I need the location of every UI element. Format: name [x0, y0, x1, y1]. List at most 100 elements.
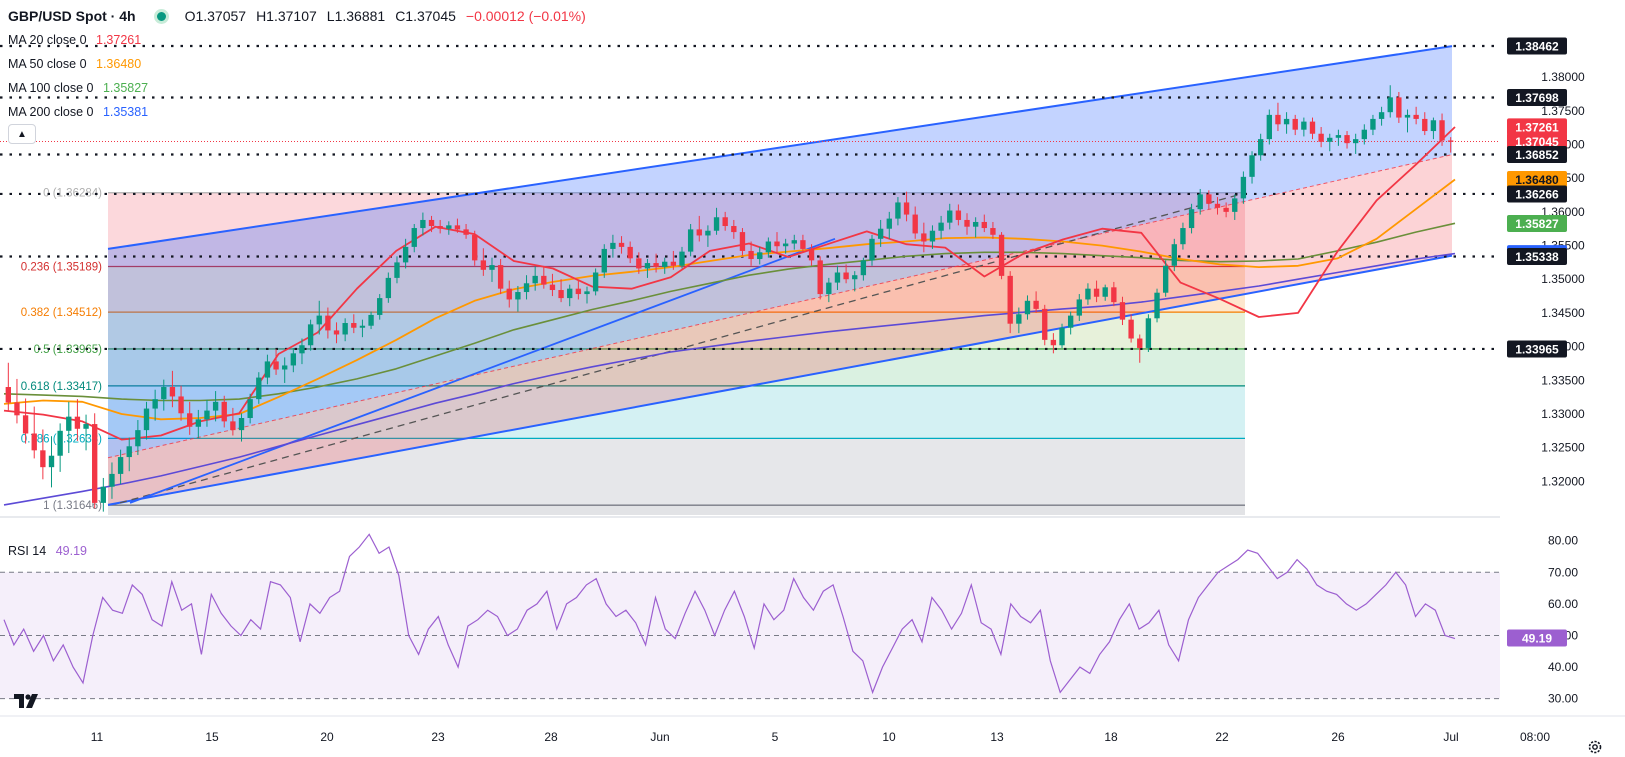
candle — [342, 318, 348, 342]
price-tag-bg — [1507, 37, 1567, 55]
ma100-legend[interactable]: MA 100 close 0 1.35827 — [8, 81, 148, 95]
price-tag-label: 1.37698 — [1515, 91, 1559, 105]
candle-body — [532, 275, 538, 284]
price-tag-bg — [1507, 185, 1567, 203]
candle-body — [1188, 209, 1195, 229]
price-tick: 1.37500 — [1541, 104, 1585, 118]
candle-body — [1102, 287, 1108, 297]
candle-body — [808, 248, 815, 261]
tradingview-logo[interactable] — [12, 690, 40, 712]
candle-body — [782, 243, 789, 247]
candle — [515, 285, 521, 312]
price-tick: 1.32500 — [1541, 441, 1585, 455]
rsi-legend[interactable]: RSI 14 49.19 — [8, 544, 87, 558]
ohlc-close: C1.37045 — [395, 8, 456, 24]
candle — [204, 399, 210, 427]
candle-body — [592, 272, 599, 292]
price-tag-label: 1.36266 — [1515, 187, 1559, 201]
rsi-line — [3, 533, 1456, 695]
candle-body — [921, 233, 927, 242]
candle-body — [1033, 300, 1039, 309]
candle — [1387, 85, 1393, 118]
candle — [454, 218, 461, 233]
candle — [826, 277, 832, 303]
candle-body — [558, 290, 564, 299]
candle-body — [739, 232, 746, 251]
candle-body — [31, 433, 37, 451]
horizontal-levels — [0, 44, 1500, 351]
candle-body — [1085, 288, 1091, 300]
price-tick: 1.33500 — [1541, 373, 1585, 387]
ohlc-change: −0.00012 (−0.01%) — [465, 8, 586, 24]
candle-body — [273, 361, 279, 370]
time-tick: 23 — [431, 730, 445, 744]
candle — [1145, 314, 1152, 352]
candle — [696, 215, 702, 242]
ma20-value: 1.37261 — [96, 33, 142, 47]
candle — [653, 253, 659, 273]
price-tag-label: 1.38462 — [1515, 40, 1559, 54]
candle — [1085, 283, 1091, 305]
candle — [610, 234, 616, 258]
candle-body — [368, 314, 374, 326]
ma50-legend[interactable]: MA 50 close 0 1.36480 — [8, 57, 141, 71]
candle-body — [325, 315, 331, 331]
candle-body — [420, 219, 426, 229]
ma100-line — [3, 222, 1456, 402]
price-tick: 1.33000 — [1541, 407, 1585, 421]
symbol-title[interactable]: GBP/USD Spot · 4h — [8, 8, 136, 24]
gear-icon[interactable] — [1587, 739, 1603, 755]
candle-body — [575, 288, 582, 295]
candle — [929, 225, 936, 249]
candle — [195, 409, 202, 439]
candlestick-series — [5, 85, 1454, 512]
candle — [1197, 188, 1203, 215]
price-tag-ma50: 1.36480 — [1507, 171, 1567, 189]
candle — [592, 268, 599, 296]
candle-body — [938, 222, 944, 231]
candle — [1361, 124, 1367, 145]
candle-body — [627, 246, 633, 259]
candle — [765, 237, 772, 258]
candle — [1033, 291, 1039, 313]
collapse-legend-button[interactable]: ▲ — [8, 124, 36, 144]
candle — [1232, 194, 1238, 220]
candle-body — [351, 323, 357, 328]
candle-body — [834, 272, 841, 283]
candle — [1344, 131, 1350, 149]
time-tick: 18 — [1104, 730, 1118, 744]
chevron-up-icon: ▲ — [17, 128, 27, 140]
candle-body — [161, 387, 167, 400]
candle-body — [653, 263, 659, 268]
candle — [48, 436, 55, 488]
candle — [66, 401, 72, 454]
candle-body — [1283, 118, 1290, 125]
ma200-legend[interactable]: MA 200 close 0 1.35381 — [8, 105, 148, 119]
channel-lower-fill — [108, 154, 1452, 505]
time-tick: 08:00 — [1520, 730, 1550, 744]
candle — [1154, 288, 1160, 323]
rsi-tick: 80.00 — [1548, 534, 1578, 548]
candle — [437, 219, 443, 234]
candle — [1301, 117, 1307, 137]
candle-body — [92, 424, 98, 503]
time-tick: 15 — [205, 730, 219, 744]
candle-body — [402, 246, 409, 263]
candle — [964, 213, 970, 235]
time-tick: Jun — [650, 730, 669, 744]
fib-trend-line — [119, 193, 1241, 504]
candle — [489, 257, 495, 282]
candle — [532, 266, 538, 291]
fib-label-0.618: 0.618 (1.33417) — [21, 381, 102, 393]
candle — [1067, 311, 1074, 335]
candle — [506, 280, 512, 308]
candle — [1059, 323, 1065, 348]
candle — [394, 256, 400, 284]
candle-body — [722, 217, 728, 227]
price-tag-bg — [1507, 118, 1567, 136]
price-tick: 1.34500 — [1541, 306, 1585, 320]
ma20-legend[interactable]: MA 20 close 0 1.37261 — [8, 33, 141, 47]
candle — [1206, 190, 1212, 210]
candle — [748, 241, 754, 266]
